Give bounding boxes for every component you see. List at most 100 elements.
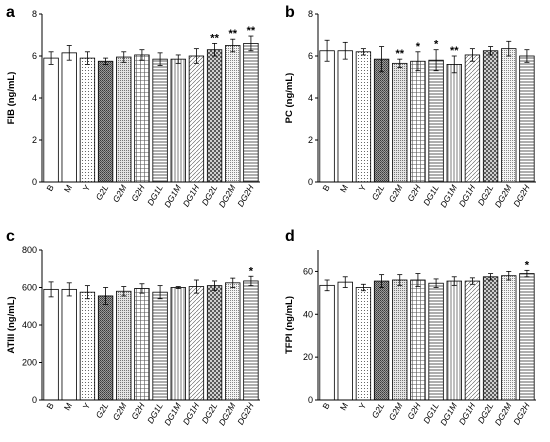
bar-DG1H	[464, 280, 481, 401]
bar-DG2M	[225, 45, 241, 183]
x-tick-label: G2L	[370, 183, 387, 202]
x-tick-label: B	[320, 401, 332, 411]
bar-Y	[355, 287, 372, 401]
x-tick-label: G2L	[370, 401, 387, 420]
bar-DG1H	[188, 55, 205, 183]
bar-Y	[355, 51, 372, 183]
bar-G2L	[97, 60, 114, 183]
bar-DG2L	[482, 276, 499, 401]
bar-DG1L	[428, 282, 444, 401]
x-tick-label: Y	[81, 183, 93, 193]
x-tick-label: G2M	[111, 182, 129, 204]
y-tick-label: 6	[308, 51, 313, 61]
y-tick-label: 2	[32, 135, 37, 145]
x-tick-label: Y	[357, 183, 369, 193]
bar-DG2H	[243, 43, 259, 183]
bar-DG2H	[243, 280, 259, 401]
bar-G2H	[134, 54, 150, 183]
x-tick-label: DG2H	[511, 400, 532, 426]
x-tick-label: M	[62, 183, 74, 194]
y-tick-label: 20	[303, 352, 313, 362]
bar-DG2M	[501, 48, 517, 183]
bar-DG2H	[519, 55, 535, 183]
y-tick-label: 600	[22, 283, 37, 293]
x-tick-label: M	[62, 401, 74, 412]
x-tick-label: B	[44, 401, 56, 411]
significance-mark: *	[249, 265, 254, 277]
x-tick-label: G2M	[111, 400, 129, 422]
x-tick-label: G2H	[129, 182, 147, 203]
x-tick-label: DG1M	[438, 182, 459, 209]
x-tick-label: DG1M	[162, 400, 183, 427]
x-tick-label: M	[338, 183, 350, 194]
bar-G2H	[410, 60, 426, 183]
significance-mark: **	[395, 48, 404, 60]
bar-DG1M	[170, 58, 186, 183]
y-tick-label: 2	[308, 135, 313, 145]
y-axis-label: ATIII (ng/mL)	[6, 296, 17, 353]
bar-DG1H	[464, 54, 481, 183]
x-tick-label: B	[44, 183, 56, 193]
x-tick-label: DG1H	[457, 400, 478, 426]
x-tick-label: DG2M	[217, 400, 238, 427]
chart-panel-b: bPC (ng/mL)B M Y G2L**G2M*G2H*DG1L**DG1MDG1…	[284, 4, 536, 209]
significance-mark: *	[434, 39, 439, 51]
x-tick-label: DG2M	[493, 182, 514, 209]
bar-DG2L	[206, 285, 223, 401]
x-tick-label: DG1M	[438, 400, 459, 427]
bar-DG1M	[170, 287, 186, 401]
y-tick-label: 0	[32, 177, 37, 187]
x-tick-label: DG1H	[457, 182, 478, 208]
y-tick-label: 60	[303, 266, 313, 276]
y-axis-label: FIB (ng/mL)	[6, 72, 17, 125]
bar-M	[337, 281, 353, 401]
x-tick-label: DG1M	[162, 182, 183, 209]
bar-Y	[79, 291, 96, 401]
panel-letter: a	[6, 4, 15, 21]
y-tick-label: 0	[32, 395, 37, 405]
x-tick-label: DG2M	[217, 182, 238, 209]
y-tick-label: 4	[308, 93, 313, 103]
x-tick-label: DG2H	[235, 182, 256, 208]
significance-mark: **	[210, 32, 219, 44]
x-tick-label: DG2M	[493, 400, 514, 427]
significance-mark: *	[525, 259, 530, 271]
y-axis-label: PC (ng/mL)	[284, 73, 295, 124]
bar-DG2M	[501, 275, 517, 401]
bar-G2H	[410, 279, 426, 401]
bar-G2M	[392, 62, 408, 183]
bar-G2L	[373, 58, 390, 183]
panel-letter: d	[285, 228, 295, 245]
y-tick-label: 4	[32, 93, 37, 103]
bar-G2M	[116, 56, 132, 183]
x-tick-label: DG1H	[181, 182, 202, 208]
y-tick-label: 8	[32, 9, 37, 19]
bar-DG1M	[446, 64, 462, 183]
bar-M	[337, 50, 353, 183]
significance-mark: **	[228, 28, 237, 40]
bar-G2L	[373, 280, 390, 401]
bar-DG2H	[519, 273, 535, 401]
bar-DG1L	[152, 58, 168, 183]
y-tick-label: 0	[308, 177, 313, 187]
x-tick-label: DG1H	[181, 400, 202, 426]
bar-G2H	[134, 288, 150, 401]
y-tick-label: 8	[308, 9, 313, 19]
bar-DG2L	[482, 50, 499, 183]
bar-DG2M	[225, 282, 241, 401]
bar-DG1M	[446, 280, 462, 401]
bar-G2M	[116, 290, 132, 401]
x-tick-label: G2L	[94, 183, 111, 202]
y-axis-label: TFPI (ng/mL)	[284, 296, 295, 354]
bar-B	[319, 50, 335, 183]
significance-mark: **	[247, 25, 256, 37]
x-tick-label: DG2H	[511, 182, 532, 208]
x-tick-label: DG2H	[235, 400, 256, 426]
bar-G2L	[97, 295, 114, 401]
y-tick-label: 40	[303, 309, 313, 319]
bar-B	[319, 284, 335, 401]
